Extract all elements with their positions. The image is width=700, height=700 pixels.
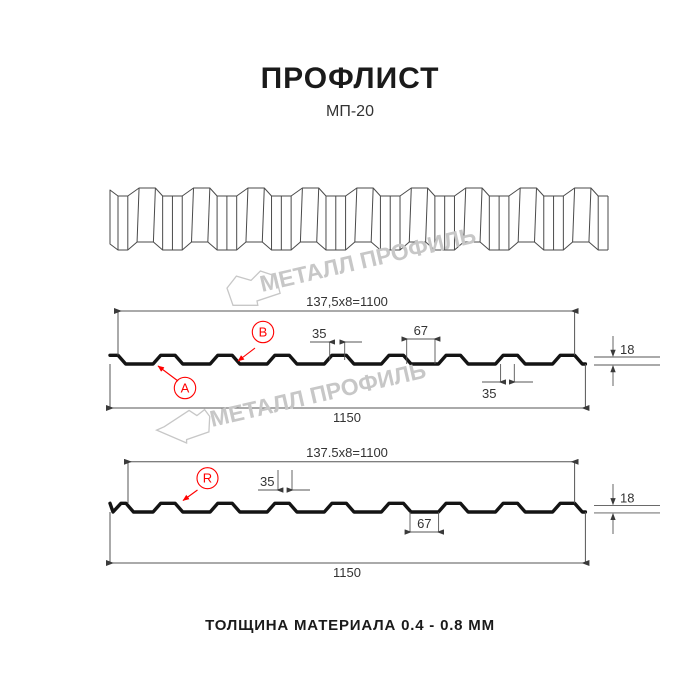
svg-text:R: R bbox=[203, 471, 212, 486]
svg-text:A: A bbox=[181, 381, 190, 396]
svg-text:35: 35 bbox=[260, 474, 274, 489]
svg-text:18: 18 bbox=[620, 342, 634, 357]
svg-text:67: 67 bbox=[417, 516, 431, 531]
svg-text:137,5x8=1100: 137,5x8=1100 bbox=[306, 294, 388, 309]
svg-text:137.5x8=1100: 137.5x8=1100 bbox=[306, 445, 388, 460]
svg-text:1150: 1150 bbox=[333, 565, 361, 580]
svg-text:B: B bbox=[259, 325, 268, 340]
svg-text:67: 67 bbox=[414, 323, 428, 338]
svg-text:1150: 1150 bbox=[333, 410, 361, 425]
svg-text:18: 18 bbox=[620, 491, 634, 506]
svg-text:МЕТАЛЛ ПРОФИЛЬ: МЕТАЛЛ ПРОФИЛЬ bbox=[257, 222, 478, 297]
svg-text:35: 35 bbox=[482, 386, 496, 401]
svg-text:35: 35 bbox=[312, 326, 326, 341]
svg-text:МЕТАЛЛ ПРОФИЛЬ: МЕТАЛЛ ПРОФИЛЬ bbox=[207, 357, 428, 432]
